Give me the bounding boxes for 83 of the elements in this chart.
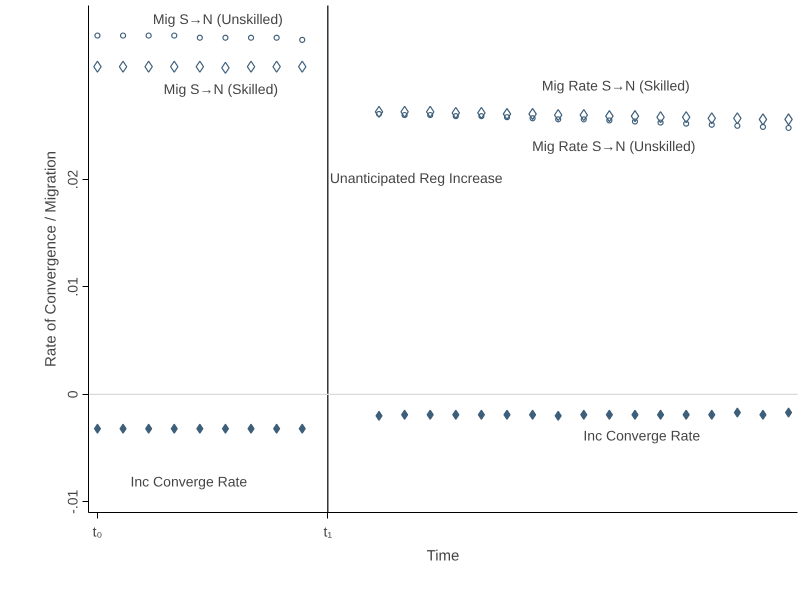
point — [478, 113, 484, 120]
point — [196, 424, 204, 434]
point — [298, 60, 306, 73]
point — [733, 112, 742, 124]
point — [94, 424, 102, 434]
point — [93, 60, 102, 73]
point — [145, 424, 152, 434]
point — [222, 34, 229, 41]
point — [274, 34, 280, 41]
series-label: Mig S→N (Unskilled) — [152, 11, 283, 28]
point — [146, 32, 152, 39]
point — [119, 424, 127, 434]
point — [120, 32, 126, 39]
point — [656, 410, 664, 420]
point — [273, 424, 280, 434]
point — [554, 410, 562, 421]
point — [656, 111, 665, 124]
point — [426, 106, 434, 118]
point — [221, 62, 230, 74]
point — [452, 410, 460, 420]
point — [632, 118, 638, 125]
y-axis-title: Rate of Convergence / Migration — [42, 151, 60, 367]
point — [708, 122, 715, 128]
point — [759, 410, 767, 420]
point — [374, 106, 384, 118]
point — [631, 410, 639, 420]
point — [401, 410, 408, 420]
point — [734, 408, 741, 418]
point — [682, 111, 690, 124]
point — [682, 410, 690, 420]
point — [478, 410, 485, 420]
point — [118, 60, 128, 73]
point — [94, 32, 101, 39]
point — [606, 410, 613, 420]
ref-line-label: Unanticipated Reg Increase — [330, 170, 503, 186]
point — [605, 110, 614, 122]
y-tick-label: 0 — [64, 390, 80, 398]
point — [248, 34, 254, 41]
point — [707, 112, 716, 124]
series-label: Mig Rate S→N (Unskilled) — [532, 138, 696, 154]
point — [580, 410, 588, 420]
point — [400, 106, 409, 118]
point — [555, 116, 562, 122]
point — [170, 424, 178, 434]
point — [708, 410, 716, 420]
point — [657, 119, 664, 126]
point — [580, 116, 587, 122]
y-tick-label: .01 — [64, 276, 80, 297]
point — [630, 110, 640, 122]
y-tick-label: .02 — [64, 170, 80, 190]
point — [784, 408, 792, 418]
point — [734, 122, 740, 129]
x-tick-label: t₀ — [92, 524, 102, 540]
point — [196, 34, 203, 41]
point — [503, 410, 511, 420]
point — [272, 60, 281, 73]
point — [452, 113, 459, 120]
y-tick-label: -.01 — [64, 489, 80, 514]
point — [222, 424, 230, 434]
point — [375, 410, 383, 421]
x-axis-title: Time — [426, 548, 460, 564]
point — [784, 113, 793, 126]
point — [196, 60, 204, 73]
series-label: Mig Rate S→N (Skilled) — [542, 77, 690, 94]
text: Inc Converge Rate — [130, 474, 248, 490]
point — [760, 124, 766, 130]
point — [426, 410, 434, 420]
point — [758, 113, 768, 126]
point — [299, 36, 306, 43]
point — [144, 60, 153, 73]
point — [683, 120, 690, 127]
point — [246, 60, 256, 73]
series-label: Inc Converge Rate — [583, 428, 700, 444]
point — [529, 115, 536, 122]
point — [247, 424, 255, 434]
point — [785, 124, 792, 132]
point — [298, 424, 306, 434]
x-tick-label: t₁ — [324, 524, 332, 540]
point — [528, 410, 536, 420]
point — [171, 32, 178, 39]
point — [170, 60, 179, 73]
series-label: Mig S→N (Skilled) — [164, 80, 278, 97]
point — [606, 117, 612, 124]
